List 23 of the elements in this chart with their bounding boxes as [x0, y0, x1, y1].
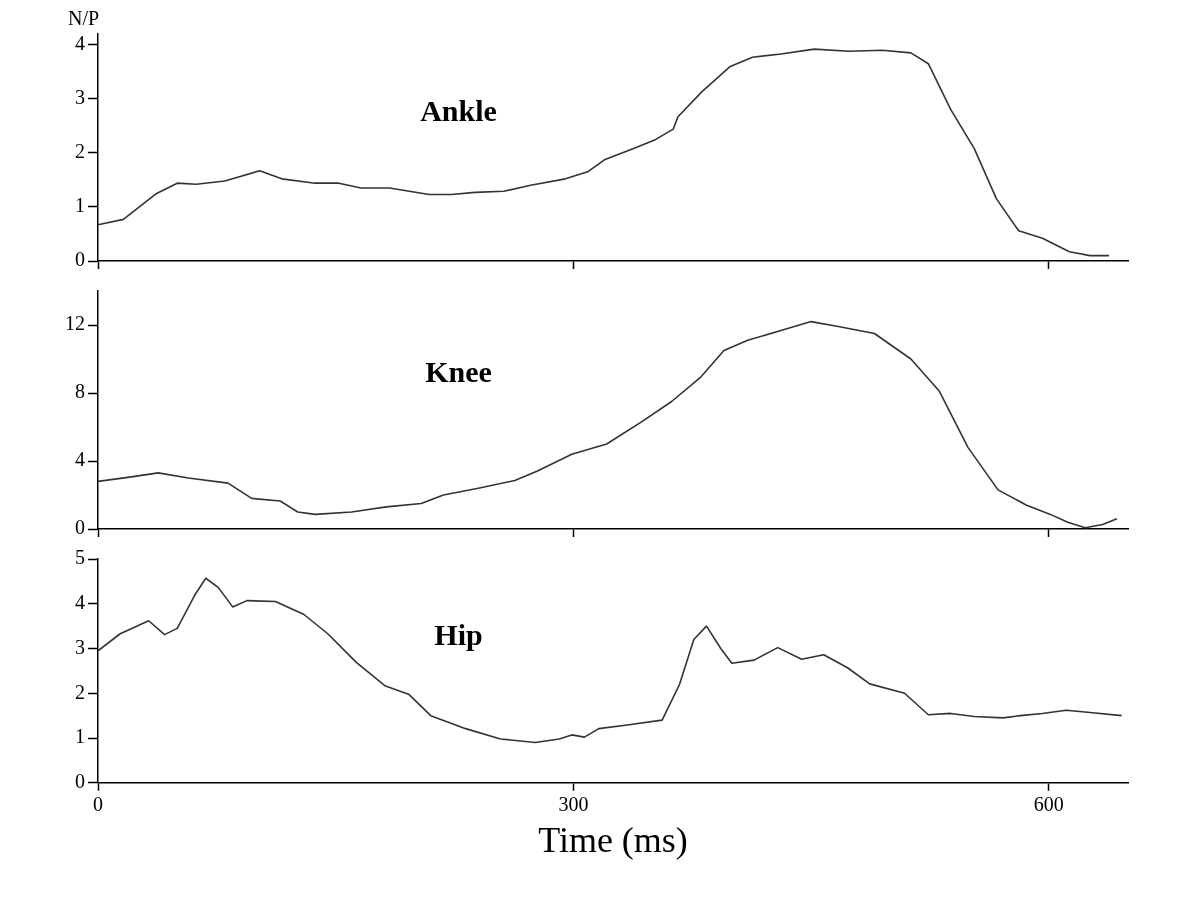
y-tick-label: 2 [75, 680, 85, 703]
x-axis-title: Time (ms) [538, 819, 688, 860]
x-tick-label: 300 [558, 793, 589, 816]
y-tick-label: 0 [75, 248, 85, 271]
annotation: Hip [434, 618, 483, 652]
x-tick-label: 600 [1033, 793, 1064, 816]
y-tick-label: 0 [75, 516, 85, 539]
x-tick-label: 0 [93, 793, 103, 816]
y-tick-label: 1 [75, 194, 85, 217]
y-tick-label: 4 [75, 448, 85, 471]
y-tick-label: 0 [75, 770, 85, 793]
y-tick-label: 8 [75, 380, 85, 403]
annotation: Ankle [420, 94, 497, 128]
y-tick-label: 2 [75, 140, 85, 163]
y-tick-label: 3 [75, 86, 85, 109]
y-tick-label: 1 [75, 725, 85, 748]
y-tick-label: 4 [75, 591, 85, 614]
y-tick-label: 3 [75, 635, 85, 658]
y-tick-label: 12 [65, 312, 85, 335]
y-tick-label: 4 [75, 32, 85, 55]
y-axis-title: N/P [68, 7, 100, 30]
y-tick-label: 5 [75, 546, 85, 569]
annotation: Knee [425, 355, 492, 389]
